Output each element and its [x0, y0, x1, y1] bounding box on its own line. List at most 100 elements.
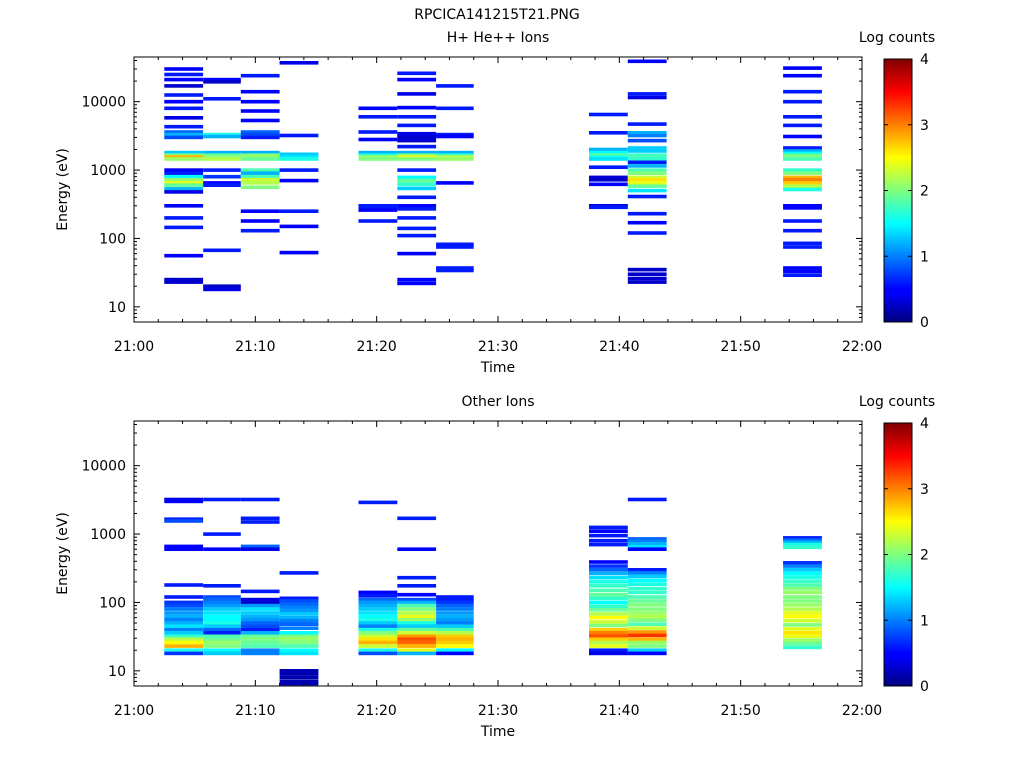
spectrogram-bin — [164, 168, 204, 172]
spectrogram-bin — [164, 150, 204, 155]
spectrogram-bin — [240, 178, 280, 182]
spectrogram-bin — [164, 93, 204, 97]
spectrogram-bin — [203, 134, 241, 139]
spectrogram-bin — [203, 627, 241, 632]
spectrogram-bin — [589, 612, 628, 616]
spectrogram-bin — [240, 171, 280, 175]
spectrogram-bin — [397, 186, 437, 191]
spectrogram-bin — [240, 651, 280, 656]
spectrogram-bin — [279, 596, 319, 601]
spectrogram-bin — [397, 637, 437, 641]
spectrogram-bin — [627, 537, 667, 541]
spectrogram-bin — [164, 124, 204, 129]
spectrogram-bin — [783, 273, 822, 277]
spectrogram-bin — [164, 187, 204, 191]
spectrogram-bin — [589, 525, 628, 530]
x-tick-label: 21:40 — [599, 703, 639, 719]
spectrogram-bin — [397, 195, 437, 200]
spectrogram-bin — [203, 183, 241, 187]
spectrogram-bin — [164, 99, 204, 104]
spectrogram-bin — [164, 519, 204, 523]
spectrogram-bin — [783, 538, 822, 542]
spectrogram-bin — [627, 272, 667, 276]
colorbar-label: Log counts — [859, 394, 935, 410]
spectrogram-bin — [627, 539, 667, 544]
x-tick-label: 21:20 — [356, 339, 396, 355]
spectrogram-bin — [783, 571, 822, 576]
spectrogram-bin — [436, 617, 474, 622]
spectrogram-bin — [627, 637, 667, 641]
spectrogram-bin — [358, 627, 398, 632]
spectrogram-bin — [358, 611, 398, 615]
spectrogram-bin — [240, 544, 280, 549]
spectrogram-bin — [279, 672, 319, 676]
spectrogram-bin — [436, 155, 474, 159]
y-axis-label: Energy (eV) — [55, 148, 71, 231]
spectrogram-bin — [627, 578, 667, 583]
spectrogram-bin — [279, 648, 319, 652]
y-tick-label: 1000 — [90, 163, 126, 179]
spectrogram-bin — [589, 542, 628, 547]
spectrogram-bin — [203, 624, 241, 628]
spectrogram-bin — [783, 168, 822, 172]
spectrogram-bin — [164, 132, 204, 137]
x-tick-label: 21:00 — [114, 339, 154, 355]
spectrogram-bin — [358, 594, 398, 598]
spectrogram-bin — [783, 184, 822, 188]
spectrogram-bin — [397, 281, 437, 286]
spectrogram-bin — [627, 547, 667, 551]
spectrogram-bin — [783, 204, 822, 208]
spectrogram-bin — [627, 194, 667, 199]
y-tick-label: 10 — [108, 300, 126, 316]
spectrogram-bin — [627, 595, 667, 599]
spectrogram-bin — [164, 116, 204, 120]
colorbar-tick-label: 0 — [920, 315, 929, 331]
spectrogram-bin — [240, 73, 280, 78]
spectrogram-bin — [240, 648, 280, 652]
spectrogram-bin — [589, 592, 628, 597]
spectrogram-bin — [164, 183, 204, 187]
spectrogram-bin — [240, 627, 280, 632]
spectrogram-bin — [627, 574, 667, 579]
spectrogram-bin — [783, 623, 822, 627]
spectrogram-bin — [397, 155, 437, 159]
spectrogram-bin — [358, 208, 398, 212]
spectrogram-bin — [397, 144, 437, 149]
spectrogram-bin — [783, 228, 822, 233]
spectrogram-bin — [627, 175, 667, 180]
spectrogram-bin — [783, 595, 822, 599]
spectrogram-bin — [627, 568, 667, 572]
spectrogram-bin — [436, 648, 474, 652]
spectrogram-bin — [240, 219, 280, 223]
spectrogram-bin — [436, 627, 474, 632]
spectrogram-bin — [783, 219, 822, 223]
spectrogram-bin — [589, 571, 628, 576]
spectrogram-bin — [358, 500, 398, 505]
y-tick-label: 10 — [108, 664, 126, 680]
spectrogram-bin — [627, 160, 667, 165]
spectrogram-bin — [627, 644, 667, 648]
spectrogram-bin — [627, 168, 667, 172]
spectrogram-bin — [627, 220, 667, 225]
spectrogram-bin — [203, 644, 241, 648]
y-tick-label: 1000 — [90, 527, 126, 543]
spectrogram-bin — [589, 205, 628, 210]
spectrogram-bin — [240, 611, 280, 615]
spectrogram-bin — [279, 651, 319, 656]
x-axis-label: Time — [480, 724, 515, 740]
spectrogram-bin — [436, 634, 474, 639]
spectrogram-bin — [397, 516, 437, 521]
spectrogram-bin — [783, 607, 822, 611]
spectrogram-bin — [164, 621, 204, 625]
spectrogram-bin — [783, 155, 822, 159]
spectrogram-bin — [783, 175, 822, 180]
spectrogram-bin — [164, 106, 204, 111]
spectrogram-bin — [589, 637, 628, 641]
colorbar-tick-label: 4 — [920, 52, 929, 68]
spectrogram-bin — [627, 626, 667, 630]
spectrogram-bin — [397, 178, 437, 183]
spectrogram-bin — [397, 631, 437, 635]
spectrogram-bin — [783, 586, 822, 591]
x-tick-label: 21:30 — [478, 339, 518, 355]
